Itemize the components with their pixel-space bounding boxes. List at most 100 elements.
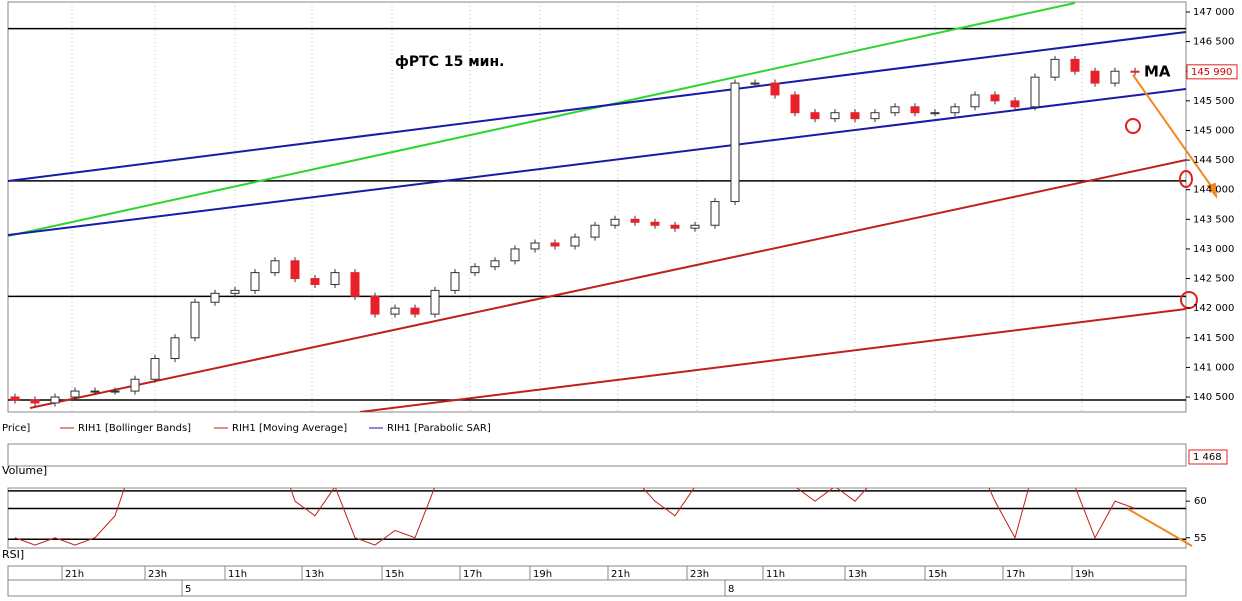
marker xyxy=(1179,170,1193,188)
candle-body xyxy=(530,242,540,250)
candle-body xyxy=(130,378,140,392)
candle-body xyxy=(690,224,700,229)
x-tick-label: 17h xyxy=(1006,569,1025,580)
candle-body xyxy=(1050,58,1060,78)
x-tick-label: 13h xyxy=(305,569,324,580)
candle-body xyxy=(210,292,220,303)
candle-body xyxy=(1090,70,1100,84)
arrow-head xyxy=(1206,182,1218,200)
legend-entry: RIH1 [Bollinger Bands] xyxy=(78,423,191,434)
x-tick-label: 11h xyxy=(766,569,785,580)
candle-body xyxy=(830,112,840,120)
candle-body xyxy=(730,82,740,203)
candle-body xyxy=(310,278,320,285)
candle-body xyxy=(510,248,520,262)
y-tick-label: 143 000 xyxy=(1193,244,1234,255)
arrow xyxy=(1132,74,1217,194)
y-tick-label: 144 000 xyxy=(1193,185,1234,196)
y-tick-label: 142 500 xyxy=(1193,274,1234,285)
day-label: 8 xyxy=(728,584,734,595)
annotation: MA xyxy=(1144,63,1171,81)
candle-body xyxy=(950,106,960,114)
candle-body xyxy=(710,201,720,226)
x-tick-label: 19h xyxy=(533,569,552,580)
candle-body xyxy=(30,399,40,404)
x-tick-label: 19h xyxy=(1075,569,1094,580)
candle-body xyxy=(170,337,180,360)
x-tick-label: 21h xyxy=(65,569,84,580)
candle-body xyxy=(790,94,800,114)
candle-body xyxy=(390,307,400,315)
legend-entry: RIH1 [Parabolic SAR] xyxy=(387,423,491,434)
candle-body xyxy=(810,112,820,120)
y-tick-label: 145 000 xyxy=(1193,125,1234,136)
time-axis xyxy=(7,565,1187,597)
y-tick-label: 140 500 xyxy=(1193,392,1234,403)
volume-box xyxy=(1188,449,1228,465)
candle-body xyxy=(670,224,680,229)
trend-line xyxy=(8,88,1186,236)
candle-body xyxy=(650,221,660,226)
panel-label: Volume] xyxy=(2,464,47,477)
candle-body xyxy=(330,272,340,285)
y-tick-label: 141 500 xyxy=(1193,333,1234,344)
candle-body xyxy=(750,82,760,85)
marker xyxy=(1125,118,1141,134)
price-label: 145 990 xyxy=(1191,67,1232,78)
arrow xyxy=(1127,508,1193,547)
day-label: 5 xyxy=(185,584,191,595)
candle-body xyxy=(90,390,100,393)
candle-body xyxy=(1030,76,1040,108)
legend-entry: Price] xyxy=(2,423,30,434)
x-tick-label: 21h xyxy=(611,569,630,580)
x-tick-label: 23h xyxy=(148,569,167,580)
candle-body xyxy=(1070,58,1080,72)
candle-body xyxy=(1010,100,1020,108)
trend-line xyxy=(29,159,1186,409)
candle-body xyxy=(110,390,120,393)
y-tick-label: 145 500 xyxy=(1193,96,1234,107)
candle-body xyxy=(410,307,420,315)
candle-body xyxy=(1110,70,1120,84)
chart-title: фРТС 15 мин. xyxy=(395,54,504,70)
candle-body xyxy=(550,242,560,247)
candle-body xyxy=(350,272,360,297)
y-tick-label: 143 500 xyxy=(1193,214,1234,225)
candle-body xyxy=(450,272,460,291)
y-tick-label: 141 000 xyxy=(1193,362,1234,373)
candle-body xyxy=(430,289,440,315)
candle-body xyxy=(370,295,380,315)
candle-body xyxy=(910,106,920,114)
x-tick-label: 23h xyxy=(690,569,709,580)
y-tick-label: 144 500 xyxy=(1193,155,1234,166)
trend-lines xyxy=(8,2,1186,412)
candle-body xyxy=(50,396,60,404)
candle-body xyxy=(270,260,280,274)
price-box xyxy=(1186,64,1238,80)
candle-body xyxy=(250,272,260,291)
rsi-tick-label: 60 xyxy=(1194,496,1207,507)
price-panel xyxy=(7,1,1187,413)
candle-body xyxy=(930,112,940,115)
y-tick-label: 146 500 xyxy=(1193,37,1234,48)
candle-body xyxy=(150,358,160,380)
candle-body xyxy=(770,82,780,96)
candle-body xyxy=(570,236,580,247)
candle-body xyxy=(190,301,200,339)
candle-body xyxy=(590,224,600,238)
candle-body xyxy=(290,260,300,280)
candle-body xyxy=(890,106,900,114)
trend-line xyxy=(8,31,1186,182)
x-tick-label: 11h xyxy=(228,569,247,580)
y-tick-label: 147 000 xyxy=(1193,7,1234,18)
y-tick-label: 142 000 xyxy=(1193,303,1234,314)
candle-body xyxy=(490,260,500,268)
candle-body xyxy=(850,112,860,120)
candle-body xyxy=(230,289,240,294)
arrows xyxy=(1127,74,1218,547)
candle-body xyxy=(990,94,1000,102)
candle-body xyxy=(10,396,20,401)
x-tick-label: 15h xyxy=(928,569,947,580)
trend-line xyxy=(8,2,1076,237)
